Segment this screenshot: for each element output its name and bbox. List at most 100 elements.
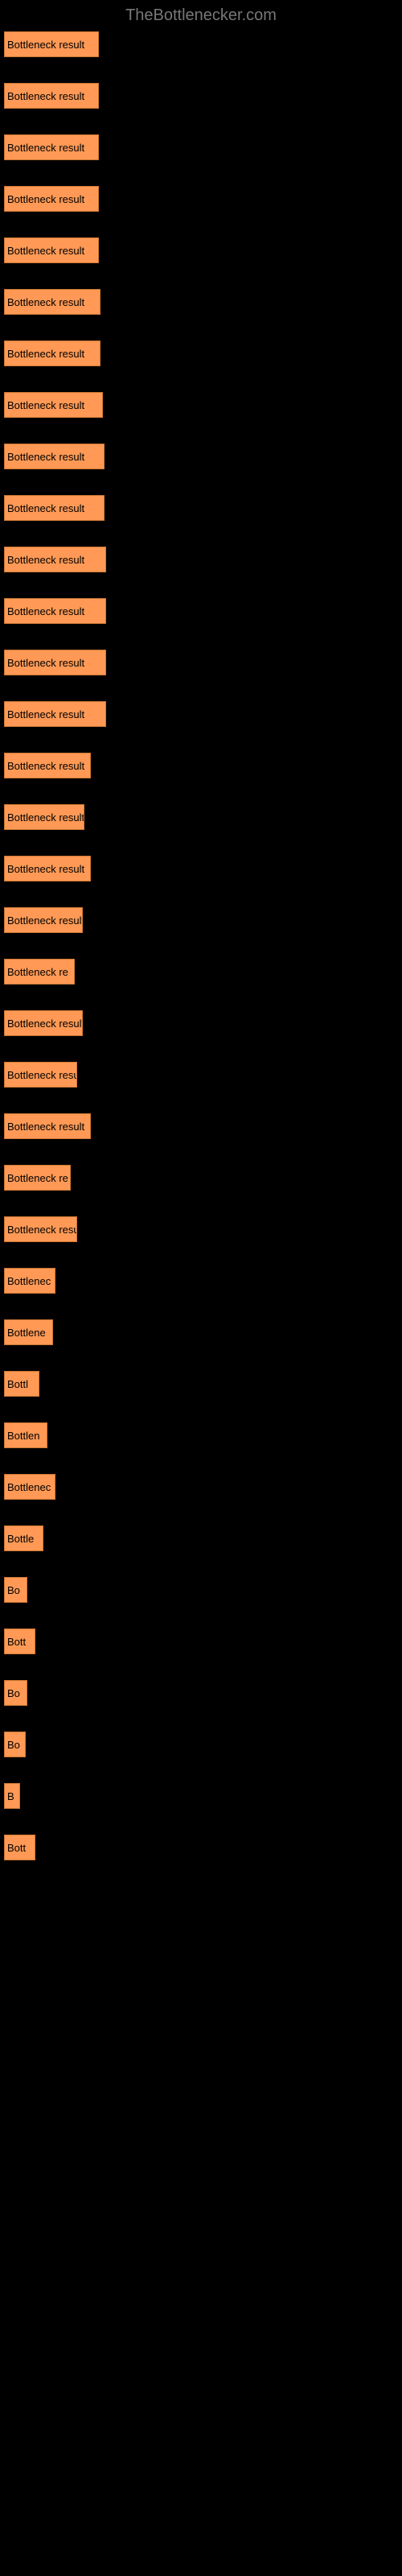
bar: Bottleneck result [4,1010,83,1036]
bar-label: Bottlen [7,1430,39,1442]
chart-container: Bottleneck result Bottleneck result Bottle… [0,31,402,1860]
bar-label: Bottlenec [7,1275,51,1287]
bar-row: Bottleneck result [4,701,398,727]
bar-row: Bottleneck resu [4,1062,398,1088]
bar: Bo [4,1577,27,1603]
bar-row: Bottleneck re [4,1165,398,1191]
bar: Bottleneck result [4,83,99,109]
bar: Bottleneck result [4,1113,91,1139]
bar: Bottlene [4,1319,53,1345]
bar-label: Bottleneck resu [7,1069,77,1081]
bar-label: Bottleneck result [7,39,84,51]
bar-row: Bottlenec [4,1474,398,1500]
bar: Bottleneck result [4,444,105,469]
bar-label: Bottleneck result [7,554,84,566]
bar-label: Bottleneck resu [7,1224,77,1236]
bar-label: Bottleneck result [7,760,84,772]
bar-row: Bottleneck result [4,856,398,881]
bar-row: Bottleneck result [4,31,398,57]
bar: Bottleneck re [4,1165,71,1191]
bar-label: Bo [7,1584,20,1596]
bar-label: Bottleneck result [7,811,84,824]
bar-row: Bottleneck result [4,804,398,830]
bar: Bottleneck result [4,392,103,418]
bar: Bottleneck result [4,495,105,521]
bar: Bottle [4,1525,43,1551]
bar-row: Bo [4,1680,398,1706]
bar-row: Bottleneck result [4,83,398,109]
bar-row: Bottle [4,1525,398,1551]
bar: Bottleneck result [4,907,83,933]
bar-row: Bottlene [4,1319,398,1345]
bar: Bottl [4,1371,39,1397]
bar-label: Bottleneck result [7,502,84,514]
bar-row: Bottleneck result [4,341,398,366]
bar: Bottlenec [4,1268,55,1294]
bar-row: Bottleneck result [4,598,398,624]
bar-row: Bottlenec [4,1268,398,1294]
bar: Bottleneck result [4,341,100,366]
bar-label: Bottleneck result [7,193,84,205]
bar-row: B [4,1783,398,1809]
bar-row: Bottleneck re [4,959,398,985]
bar-row: Bottleneck result [4,134,398,160]
bar-row: Bottl [4,1371,398,1397]
bar: Bottlenec [4,1474,55,1500]
bar-label: B [7,1790,14,1802]
bar-row: Bottleneck result [4,1010,398,1036]
bar-row: Bott [4,1629,398,1654]
bar: Bottleneck result [4,289,100,315]
bar: Bott [4,1629,35,1654]
bar-row: Bottleneck result [4,444,398,469]
bar-label: Bottle [7,1533,34,1545]
bar-label: Bottleneck result [7,914,83,927]
bar-row: Bottleneck result [4,547,398,572]
bar-label: Bottleneck result [7,451,84,463]
bar-label: Bottl [7,1378,28,1390]
bar: B [4,1783,20,1809]
bar-row: Bo [4,1577,398,1603]
bar: Bottleneck result [4,186,99,212]
bar-row: Bottleneck result [4,237,398,263]
bar-label: Bottleneck result [7,708,84,720]
bar-label: Bottleneck result [7,1018,83,1030]
bar-row: Bottleneck result [4,495,398,521]
bar: Bottleneck result [4,650,106,675]
bar-label: Bottlene [7,1327,46,1339]
bar-label: Bottleneck result [7,657,84,669]
bar-row: Bottleneck result [4,186,398,212]
bar-row: Bottleneck result [4,1113,398,1139]
bar-row: Bottleneck result [4,907,398,933]
bar-label: Bott [7,1842,26,1854]
bar: Bottlen [4,1422,47,1448]
bar: Bo [4,1680,27,1706]
bar-label: Bottleneck result [7,605,84,617]
bar-label: Bottleneck result [7,142,84,154]
bar: Bottleneck result [4,856,91,881]
bar: Bottleneck result [4,237,99,263]
bar: Bottleneck result [4,804,84,830]
bar-label: Bott [7,1636,26,1648]
bar-row: Bottleneck resu [4,1216,398,1242]
bar-label: Bo [7,1739,20,1751]
header-title: TheBottlenecker.com [0,0,402,31]
bar: Bottleneck result [4,31,99,57]
bar-label: Bottlenec [7,1481,51,1493]
bar: Bottleneck resu [4,1216,77,1242]
bar: Bottleneck result [4,547,106,572]
bar-label: Bottleneck result [7,90,84,102]
bar-row: Bottleneck result [4,753,398,778]
bar: Bottleneck result [4,753,91,778]
bar-label: Bottleneck re [7,1172,68,1184]
bar-row: Bottleneck result [4,289,398,315]
bar-label: Bottleneck result [7,863,84,875]
bar: Bo [4,1732,26,1757]
bar-row: Bottleneck result [4,392,398,418]
bar-label: Bo [7,1687,20,1699]
bar: Bott [4,1835,35,1860]
bar-label: Bottleneck result [7,1121,84,1133]
bar: Bottleneck re [4,959,75,985]
bar-row: Bottleneck result [4,650,398,675]
bar-label: Bottleneck result [7,399,84,411]
bar-row: Bo [4,1732,398,1757]
